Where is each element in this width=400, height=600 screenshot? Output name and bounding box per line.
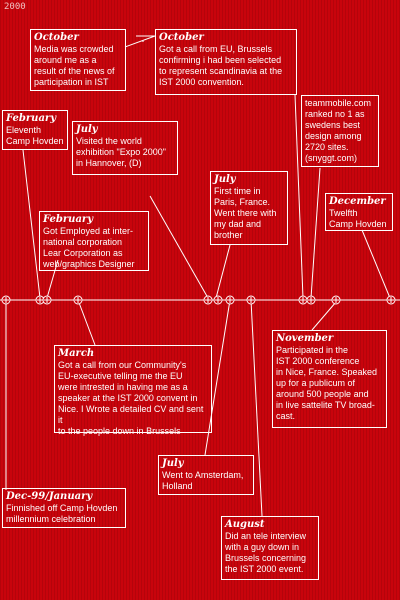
event-body: Got Employed at inter- national corporat… [43,226,135,269]
event-july-expo: July Visited the world exhibition "Expo … [72,121,178,175]
marker-july-amsterdam [225,295,235,305]
event-march-eu: March Got a call from our Community's EU… [54,345,212,436]
marker-july-paris [213,295,223,305]
event-dec-camp: December Twelfth Camp Hovden [325,193,393,231]
event-body: Twelfth Camp Hovden [329,208,387,229]
event-title: October [34,32,79,43]
marker-july-expo [203,295,213,305]
event-title: July [214,174,236,185]
event-title: February [43,214,94,225]
event-body: Media was crowded around me as a result … [34,44,115,87]
event-body: Visited the world exhibition "Expo 2000"… [76,136,166,168]
event-dec-jan: Dec-99/January Finnished off Camp Hovden… [2,488,126,528]
event-title: December [329,196,386,207]
event-title: February [6,113,57,124]
event-body: Got a call from EU, Brussels confirming … [159,44,283,87]
event-body: Eleventh Camp Hovden [6,125,64,146]
event-feb-lear: February Got Employed at inter- national… [39,211,149,271]
event-title: Dec-99/January [6,491,93,502]
event-oct-media: October Media was crowded around me as a… [30,29,126,91]
marker-aug [246,295,256,305]
connector-july-amsterdam [204,299,231,456]
event-body: First time in Paris, France. Went there … [214,186,277,240]
event-body: Did an tele interview with a guy down in… [225,531,307,574]
connector-teammobile [310,167,321,299]
event-title: July [162,458,184,469]
event-feb-camp: February Eleventh Camp Hovden [2,110,68,150]
marker-march [73,295,83,305]
year-label: 2000 [4,2,26,12]
connector-nov-conf [311,301,337,331]
event-body: teammobile.com ranked no 1 as swedens be… [305,98,372,163]
connector-dec-camp [361,229,391,299]
marker-dec-jan [1,295,11,305]
connector-july-expo [149,195,209,299]
marker-dec [386,295,396,305]
event-oct-eu: October Got a call from EU, Brussels con… [155,29,297,95]
marker-feb-lear [42,295,52,305]
event-title: March [58,348,95,359]
event-july-amsterdam: July Went to Amsterdam, Holland [158,455,254,495]
connector-march-eu [77,299,96,346]
event-nov-conf: November Participated in the IST 2000 co… [272,330,387,428]
connector-feb-camp [22,149,41,299]
timeline-markers [1,295,396,305]
connector-oct-media [124,35,156,48]
event-body: Participated in the IST 2000 conference … [276,345,378,421]
event-title: July [76,124,98,135]
event-body: Finnished off Camp Hovden millennium cel… [6,503,118,524]
event-body: Went to Amsterdam, Holland [162,470,244,491]
connector-aug-tv [250,299,263,517]
event-title: August [225,519,265,530]
connector-july-paris [215,244,231,299]
event-aug-tv: August Did an tele interview with a guy … [221,516,319,580]
marker-oct-team [306,295,316,305]
marker-oct-eu [298,295,308,305]
event-title: October [159,32,204,43]
marker-nov [331,295,341,305]
event-body: Got a call from our Community's EU-execu… [58,360,204,436]
connector-feb-lear [46,259,59,299]
event-teammobile: teammobile.com ranked no 1 as swedens be… [301,95,379,167]
event-july-paris: July First time in Paris, France. Went t… [210,171,288,245]
event-title: November [276,333,334,344]
connector-oct-eu [294,94,304,299]
